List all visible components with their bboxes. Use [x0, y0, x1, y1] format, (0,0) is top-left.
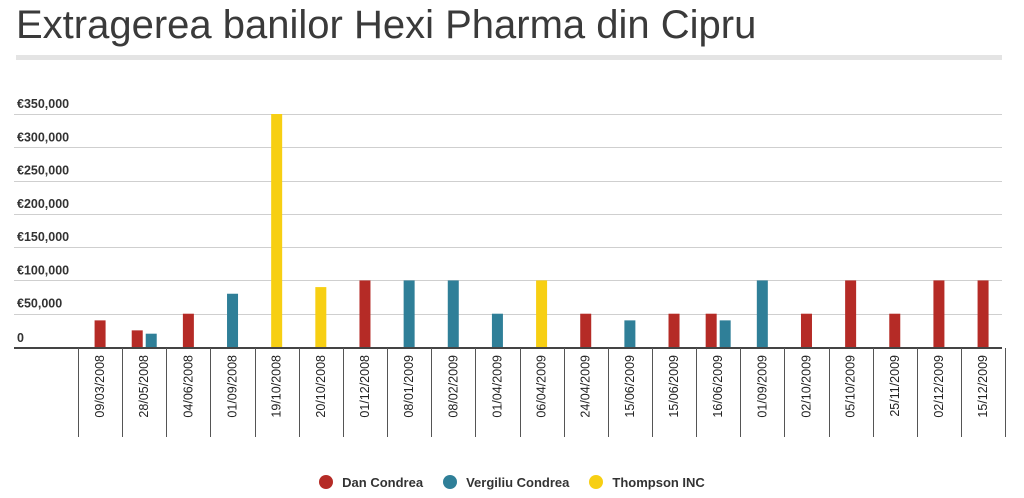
bar-dan-condrea-05-10-2009[interactable] [845, 280, 857, 347]
y-tick-label: €250,000 [17, 164, 69, 178]
x-tick-label: 02/10/2009 [799, 355, 813, 418]
bar-dan-condrea-24-04-2009[interactable] [580, 313, 592, 347]
x-tick-label: 20/10/2008 [314, 355, 328, 418]
x-tick-label: 04/06/2008 [181, 355, 195, 418]
x-tick-label: 19/10/2008 [270, 355, 284, 418]
legend-swatch-thompson-inc [589, 475, 604, 489]
x-tick-label: 01/09/2009 [755, 355, 769, 418]
x-tick-label: 01/04/2009 [490, 355, 504, 418]
legend-label-thompson-inc: Thompson INC [612, 474, 705, 490]
page-title: Extragerea banilor Hexi Pharma din Cipru [16, 3, 757, 47]
bar-dan-condrea-02-12-2009[interactable] [933, 280, 945, 347]
legend-item-dan-condrea[interactable]: Dan Condrea [319, 475, 423, 490]
bar-dan-condrea-15-12-2009[interactable] [977, 280, 989, 347]
legend-swatch-dan-condrea [319, 475, 334, 489]
x-tick-label: 28/05/2008 [137, 355, 151, 418]
bar-vergiliu-condrea-28-05-2008[interactable] [145, 333, 157, 347]
y-tick-label: €150,000 [17, 230, 69, 244]
bar-vergiliu-condrea-01-09-2009[interactable] [756, 280, 768, 347]
bar-thompson-inc-06-04-2009[interactable] [536, 280, 548, 347]
y-tick-label: 0 [17, 331, 24, 345]
y-axis-tick-labels: 0 €50,000 €100,000 €150,000 €200,000 €250,000… [17, 97, 69, 345]
bar-vergiliu-condrea-16-06-2009[interactable] [719, 320, 731, 347]
x-tick-label: 05/10/2009 [844, 355, 858, 418]
legend-label-dan-condrea: Dan Condrea [342, 474, 424, 490]
x-tick-label: 09/03/2008 [93, 355, 107, 418]
y-tick-label: €300,000 [17, 130, 69, 144]
y-tick-label: €200,000 [17, 197, 69, 211]
x-tick-label: 25/11/2009 [888, 355, 902, 417]
bar-chart: 0 €50,000 €100,000 €150,000 €200,000 €250,000… [14, 97, 1006, 437]
bar-dan-condrea-04-06-2008[interactable] [182, 313, 194, 347]
y-tick-label: €50,000 [17, 297, 62, 311]
x-tick-label: 08/02/2009 [446, 355, 460, 418]
x-axis [14, 347, 1006, 437]
bar-vergiliu-condrea-15-06-2009[interactable] [624, 320, 636, 347]
x-tick-label: 15/12/2009 [976, 355, 990, 418]
x-tick-label: 24/04/2009 [579, 355, 593, 418]
bar-dan-condrea-15-06-2009[interactable] [668, 313, 680, 347]
bar-dan-condrea-28-05-2008[interactable] [131, 330, 143, 347]
bar-thompson-inc-19-10-2008[interactable] [271, 114, 283, 347]
legend-swatch-vergiliu-condrea [443, 475, 458, 489]
legend: Dan Condrea Vergiliu Condrea Thompson IN… [0, 470, 1024, 494]
bar-thompson-inc-20-10-2008[interactable] [315, 287, 327, 347]
legend-item-thompson-inc[interactable]: Thompson INC [589, 474, 705, 490]
x-tick-label: 02/12/2009 [932, 355, 946, 418]
bar-dan-condrea-02-10-2009[interactable] [800, 313, 812, 347]
x-tick-label: 01/12/2008 [358, 355, 372, 418]
bar-dan-condrea-25-11-2009[interactable] [889, 313, 901, 347]
bar-dan-condrea-09-03-2008[interactable] [94, 320, 106, 347]
bar-vergiliu-condrea-01-09-2008[interactable] [227, 293, 239, 347]
title-divider [16, 55, 1002, 60]
x-axis-tick-labels: 09/03/2008 28/05/2008 04/06/2008 01/09/2008… [93, 355, 990, 418]
x-tick-label: 01/09/2008 [226, 355, 240, 418]
x-tick-label: 15/06/2009 [623, 355, 637, 418]
bar-dan-condrea-16-06-2009[interactable] [705, 313, 717, 347]
y-tick-label: €100,000 [17, 263, 69, 277]
gridlines [14, 114, 1002, 315]
bar-dan-condrea-01-12-2008[interactable] [359, 280, 371, 347]
y-tick-label: €350,000 [17, 97, 69, 111]
x-tick-label: 16/06/2009 [711, 355, 725, 418]
legend-label-vergiliu-condrea: Vergiliu Condrea [466, 474, 570, 490]
bar-vergiliu-condrea-01-04-2009[interactable] [491, 313, 503, 347]
bar-vergiliu-condrea-08-02-2009[interactable] [447, 280, 459, 347]
bar-vergiliu-condrea-08-01-2009[interactable] [403, 280, 415, 347]
x-tick-label: 15/06/2009 [667, 355, 681, 418]
x-tick-label: 08/01/2009 [402, 355, 416, 418]
bars [94, 114, 989, 347]
legend-item-vergiliu-condrea[interactable]: Vergiliu Condrea [443, 475, 569, 490]
x-tick-label: 06/04/2009 [535, 355, 549, 418]
